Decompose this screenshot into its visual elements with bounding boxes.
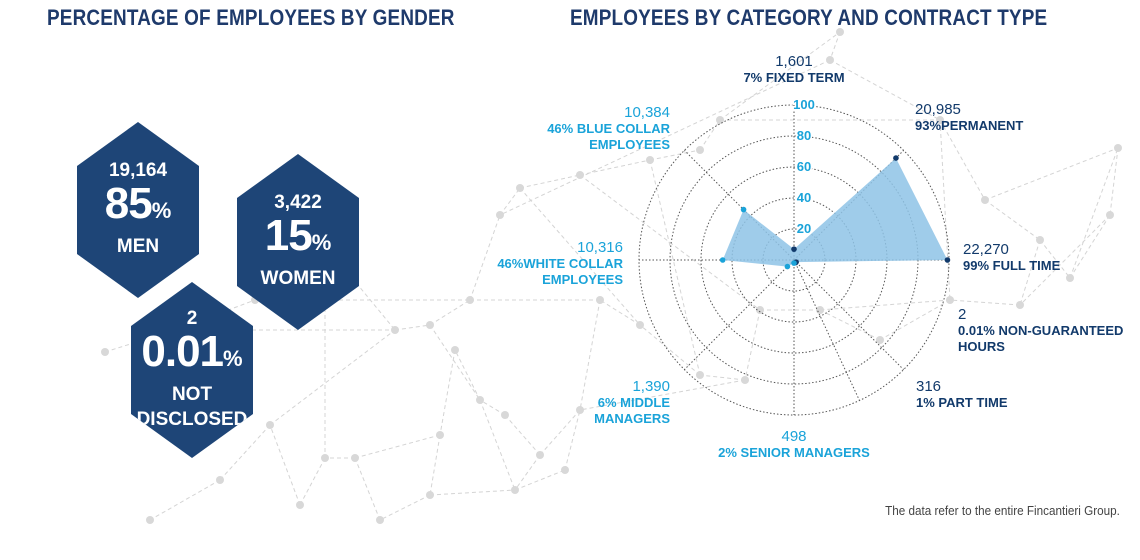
radar-data-area xyxy=(722,158,948,267)
radar-spoke xyxy=(793,259,904,370)
radar-spoke-label: MANAGERS xyxy=(594,411,670,426)
hexagon-not-disclosed: 2 0.01% NOT DISCLOSED xyxy=(131,282,253,458)
radar-spoke-label: 99% FULL TIME xyxy=(963,258,1061,273)
radar-data-point xyxy=(791,246,797,252)
women-percent: 15% xyxy=(264,211,332,260)
radar-spoke xyxy=(684,259,795,370)
not-disclosed-count: 2 xyxy=(186,307,198,329)
radar-spoke-label: 2% SENIOR MANAGERS xyxy=(718,445,870,460)
radar-spoke-label: EMPLOYEES xyxy=(542,272,623,287)
radar-spoke-label: 0.01% NON-GUARANTEED xyxy=(958,323,1123,338)
radar-data-point xyxy=(740,206,747,213)
radar-spoke-label: 46%WHITE COLLAR xyxy=(497,256,623,271)
radar-spoke-value: 1,390 xyxy=(632,378,670,395)
radar-tick-label: 60 xyxy=(797,159,811,174)
radar-spoke-label: 93%PERMANENT xyxy=(915,118,1023,133)
radar-spoke-label: 1% PART TIME xyxy=(916,395,1008,410)
radar-spoke-value: 1,601 xyxy=(775,53,813,70)
radar-data-point xyxy=(719,257,726,263)
radar-tick-label: 100 xyxy=(793,97,815,112)
radar-spoke-value: 498 xyxy=(781,428,806,445)
radar-spoke-value: 316 xyxy=(916,378,941,395)
gender-chart-title: PERCENTAGE OF EMPLOYEES BY GENDER xyxy=(47,5,455,30)
women-count: 3,422 xyxy=(274,192,322,213)
hexagon-women: 3,422 15% WOMEN xyxy=(237,154,359,330)
not-disclosed-percent: 0.01% xyxy=(141,326,243,376)
radar-spoke-value: 20,985 xyxy=(915,101,961,118)
radar-tick-label: 80 xyxy=(797,128,811,143)
radar-spoke xyxy=(793,259,860,401)
footnote: The data refer to the entire Fincantieri… xyxy=(885,503,1120,518)
radar-spoke-value: 2 xyxy=(958,306,966,323)
radar-data-point xyxy=(784,263,791,270)
not-disclosed-label: NOT DISCLOSED xyxy=(136,383,248,430)
radar-spoke-label: HOURS xyxy=(958,339,1005,354)
radar-spoke-value: 22,270 xyxy=(963,241,1009,258)
radar-spoke-label: 6% MIDDLE xyxy=(598,395,671,410)
radar-tick-label: 40 xyxy=(797,190,811,205)
radar-spoke-label: 46% BLUE COLLAR xyxy=(547,121,670,136)
radar-spoke-label: 7% FIXED TERM xyxy=(743,70,844,85)
men-count: 19,164 xyxy=(108,160,168,181)
radar-data-point xyxy=(791,260,797,266)
women-label: WOMEN xyxy=(260,268,336,289)
category-chart-title: EMPLOYEES BY CATEGORY AND CONTRACT TYPE xyxy=(570,5,1048,30)
radar-spoke-value: 10,384 xyxy=(624,104,670,121)
radar-spoke-label: EMPLOYEES xyxy=(589,137,670,152)
men-label: MEN xyxy=(116,236,160,257)
radar-spoke-value: 10,316 xyxy=(577,239,623,256)
radar-data-point xyxy=(944,257,951,263)
radar-tick-label: 20 xyxy=(797,221,811,236)
radar-data-point xyxy=(893,155,899,161)
men-percent: 85% xyxy=(104,179,172,228)
